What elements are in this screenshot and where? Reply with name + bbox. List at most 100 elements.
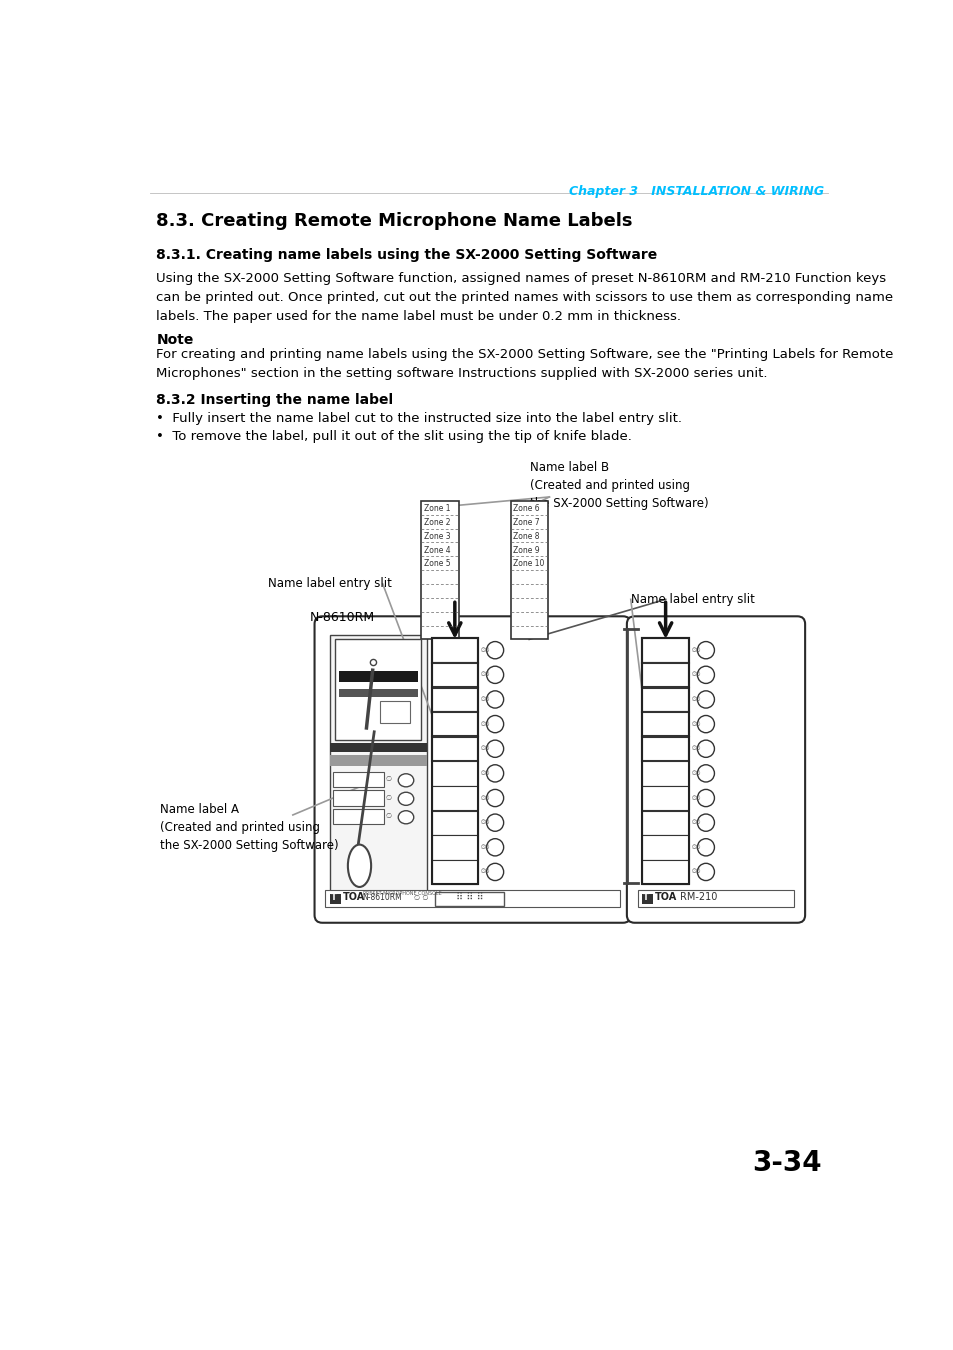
Text: ∅: ∅ [385,776,392,782]
Bar [431,860,477,884]
Bar [641,663,688,687]
Bar [641,894,653,904]
Bar [325,891,619,907]
Ellipse shape [697,790,714,807]
Text: Note: Note [156,333,193,347]
Text: ∅∅: ∅∅ [480,845,490,849]
Bar [330,634,427,905]
Text: ∅∅: ∅∅ [691,821,700,825]
Text: Chapter 3   INSTALLATION & WIRING: Chapter 3 INSTALLATION & WIRING [569,185,823,198]
Text: ∅∅: ∅∅ [691,795,700,801]
Text: Zone 10: Zone 10 [513,559,544,568]
Text: T: T [642,892,648,902]
Ellipse shape [397,792,414,806]
Text: Zone 2: Zone 2 [423,518,450,526]
Ellipse shape [370,659,376,666]
Ellipse shape [397,774,414,787]
Text: ∅∅: ∅∅ [480,672,490,678]
Text: TOA: TOA [342,892,364,902]
Bar [330,755,427,765]
Bar [641,786,688,810]
Bar [431,639,477,663]
Ellipse shape [486,863,503,880]
Bar [431,713,477,736]
Text: 8.3. Creating Remote Microphone Name Labels: 8.3. Creating Remote Microphone Name Lab… [156,212,632,230]
Ellipse shape [486,716,503,733]
Ellipse shape [397,811,414,824]
Text: ∅∅: ∅∅ [480,697,490,702]
Bar [330,743,427,752]
Ellipse shape [486,790,503,807]
Ellipse shape [697,691,714,709]
Text: Zone 7: Zone 7 [513,518,539,526]
Ellipse shape [486,740,503,757]
Ellipse shape [486,814,503,832]
Text: Zone 1: Zone 1 [423,504,450,513]
Ellipse shape [486,838,503,856]
Bar [641,713,688,736]
Ellipse shape [697,764,714,782]
FancyBboxPatch shape [314,617,630,923]
Text: ∅∅: ∅∅ [480,795,490,801]
Bar [431,786,477,810]
Text: ∅∅: ∅∅ [480,747,490,751]
Bar [641,761,688,786]
Text: Name label B
(Created and printed using
the SX-2000 Setting Software): Name label B (Created and printed using … [530,460,708,510]
Ellipse shape [697,814,714,832]
Text: 8.3.1. Creating name labels using the SX-2000 Setting Software: 8.3.1. Creating name labels using the SX… [156,248,657,262]
Text: ∅: ∅ [385,813,392,819]
Bar [431,663,477,687]
Bar [333,772,383,787]
Text: ∅∅: ∅∅ [691,869,700,875]
Bar [431,737,477,761]
Text: T: T [331,892,336,902]
Bar [380,701,410,722]
Bar [641,836,688,860]
Bar [435,892,504,906]
Bar [431,811,477,836]
Text: ∅∅: ∅∅ [480,722,490,726]
Text: ∅∅: ∅∅ [691,697,700,702]
Text: Name label entry slit: Name label entry slit [268,578,392,590]
Text: Zone 6: Zone 6 [513,504,539,513]
Bar [333,790,383,806]
Ellipse shape [697,838,714,856]
FancyBboxPatch shape [626,617,804,923]
Text: ∅∅: ∅∅ [691,845,700,849]
Text: Zone 5: Zone 5 [423,559,450,568]
Bar [641,860,688,884]
Ellipse shape [697,863,714,880]
Text: 8.3.2 Inserting the name label: 8.3.2 Inserting the name label [156,393,394,406]
Bar [338,690,417,697]
Text: For creating and printing name labels using the SX-2000 Setting Software, see th: For creating and printing name labels us… [156,348,893,381]
Text: Zone 8: Zone 8 [513,532,538,540]
Bar [431,637,477,884]
Text: ∅: ∅ [385,795,392,801]
Text: RM-210: RM-210 [679,892,717,902]
Ellipse shape [486,691,503,709]
Text: Using the SX-2000 Setting Software function, assigned names of preset N-8610RM a: Using the SX-2000 Setting Software funct… [156,273,893,323]
Text: ∅∅: ∅∅ [691,672,700,678]
Bar [641,637,688,884]
Ellipse shape [697,716,714,733]
Text: Name label entry slit: Name label entry slit [630,593,754,606]
Text: Zone 9: Zone 9 [513,545,539,555]
Bar [338,671,417,682]
Ellipse shape [697,641,714,659]
Bar [330,894,340,904]
Bar [333,809,383,825]
Text: ∅∅: ∅∅ [691,747,700,751]
Text: •  To remove the label, pull it out of the slit using the tip of knife blade.: • To remove the label, pull it out of th… [156,429,632,443]
Bar [421,501,458,640]
Text: N-8610RM: N-8610RM [310,612,375,624]
Text: 3-34: 3-34 [751,1149,821,1177]
Bar [641,639,688,663]
Ellipse shape [697,740,714,757]
Bar [637,891,794,907]
Text: ∅∅: ∅∅ [691,722,700,726]
Ellipse shape [486,641,503,659]
Text: ∅∅: ∅∅ [480,869,490,875]
Bar [641,737,688,761]
Text: PRESET MICROPHONE CONSOLE: PRESET MICROPHONE CONSOLE [362,891,441,896]
Text: Zone 4: Zone 4 [423,545,450,555]
